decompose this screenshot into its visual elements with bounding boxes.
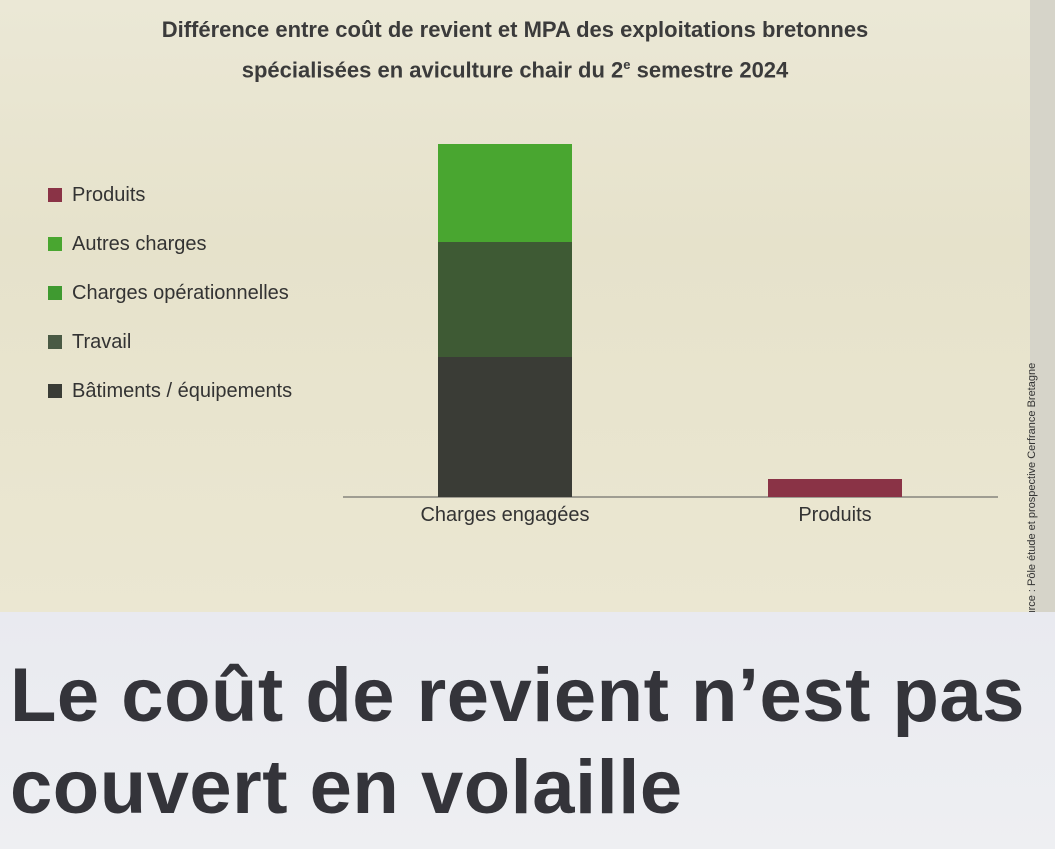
legend-item: Charges opérationnelles (48, 278, 292, 308)
legend-label: Bâtiments / équipements (72, 379, 293, 402)
legend-label: Charges opérationnelles (72, 281, 289, 304)
legend-label: Travail (72, 330, 132, 353)
legend-swatch (48, 188, 62, 202)
legend-swatch (48, 384, 62, 398)
x-tick-label: Produits (798, 504, 871, 526)
stacked-bar-chart: Charges engagées Produits (343, 144, 998, 526)
legend-swatch (48, 335, 62, 349)
bar-segment (768, 479, 902, 497)
legend-swatch (48, 237, 62, 251)
headline-area (0, 612, 1055, 849)
legend-item: Autres charges (48, 229, 292, 259)
legend-item: Bâtiments / équipements (48, 376, 292, 406)
legend-item: Produits (48, 180, 292, 210)
bar-segment (438, 144, 572, 242)
legend-item: Travail (48, 327, 292, 357)
bar-segment (438, 357, 572, 497)
source-note: Source : Pôle étude et prospective Cerfr… (1026, 362, 1038, 630)
chart-title-line2: spécialisées en aviculture chair du 2e s… (241, 57, 789, 83)
x-tick-label: Charges engagées (420, 504, 589, 526)
legend-label: Produits (72, 183, 146, 206)
legend-label: Autres charges (72, 232, 207, 255)
legend-swatch (48, 286, 62, 300)
headline: Le coût de revient n’est pas couvert en … (10, 653, 1025, 830)
chart-legend: Produits Autres charges Charges opérationn… (48, 180, 292, 425)
chart-title-line1: Différence entre coût de revient et MPA … (161, 17, 869, 42)
bar-segment (438, 242, 572, 357)
